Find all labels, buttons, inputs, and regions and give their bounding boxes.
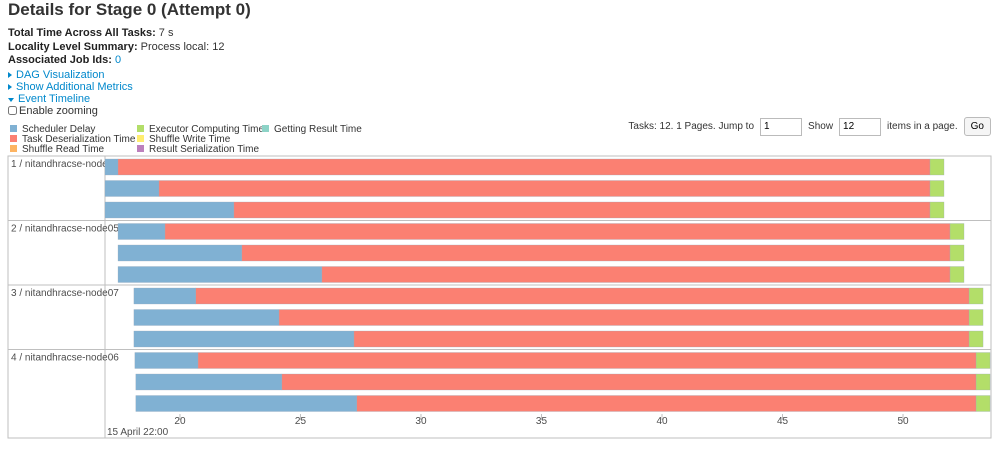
- task-segment: [164, 223, 951, 240]
- legend-label: Getting Result Time: [274, 124, 362, 135]
- metrics-link[interactable]: Show Additional Metrics: [8, 81, 133, 93]
- legend-label: Task Deserialization Time: [22, 134, 136, 145]
- show-label: Show: [808, 121, 834, 132]
- summary-value: 7 s: [158, 27, 174, 39]
- legend-swatch: [137, 125, 144, 132]
- task-segment: [135, 373, 283, 391]
- task-segment: [104, 158, 119, 176]
- legend-item: Shuffle Write Time: [137, 134, 230, 145]
- pagination: Tasks: 12. 1 Pages. Jump to Show items i…: [628, 117, 991, 136]
- group-label: 3 / nitandhracse-node07: [11, 288, 119, 299]
- pager-summary: Tasks: 12. 1 Pages. Jump to: [628, 121, 755, 132]
- task-segment: [241, 244, 951, 262]
- task-segment: [195, 287, 970, 305]
- dag-link[interactable]: DAG Visualization: [8, 69, 133, 81]
- x-tick-label: 20: [174, 416, 186, 427]
- x-tick-label: 40: [656, 416, 668, 427]
- task-segment: [975, 395, 991, 412]
- task-segment: [135, 395, 358, 412]
- timeline-link[interactable]: Event Timeline: [8, 93, 133, 105]
- task-segment: [929, 158, 945, 176]
- task-segment: [949, 244, 965, 262]
- legend-label: Result Serialization Time: [149, 144, 260, 155]
- summary-row: Locality Level Summary: Process local: 1…: [8, 41, 224, 55]
- summary-value: Process local: 12: [140, 40, 225, 53]
- task-segment: [158, 180, 931, 197]
- task-segment: [353, 330, 970, 348]
- task-segment: [104, 180, 160, 197]
- summary: Total Time Across All Tasks: 7 s Localit…: [8, 27, 224, 68]
- legend-item: Result Serialization Time: [137, 144, 259, 155]
- task-segment: [133, 309, 280, 326]
- task-segment: [117, 244, 243, 262]
- summary-label: Total Time Across All Tasks:: [8, 27, 156, 39]
- task-segment: [197, 352, 977, 369]
- timeline-frame: [7, 155, 992, 439]
- group-label: 1 / nitandhracse-node01: [11, 159, 119, 170]
- task-segment: [975, 373, 991, 391]
- legend-swatch: [10, 145, 17, 152]
- legend-item: Scheduler Delay: [10, 124, 95, 135]
- task-segment: [968, 330, 984, 348]
- legend-swatch: [137, 135, 144, 142]
- task-segment: [968, 309, 984, 326]
- page-input[interactable]: [760, 117, 803, 136]
- legend-swatch: [10, 125, 17, 132]
- x-tick-label: 45: [777, 416, 789, 427]
- legend-swatch: [137, 145, 144, 152]
- legend-item: Task Deserialization Time: [10, 134, 135, 145]
- x-tick-label: 50: [897, 416, 909, 427]
- task-segment: [134, 352, 199, 369]
- group-label: 4 / nitandhracse-node06: [11, 353, 119, 364]
- legend-item: Shuffle Read Time: [10, 144, 104, 155]
- task-segment: [117, 223, 166, 240]
- summary-row: Total Time Across All Tasks: 7 s: [8, 27, 224, 41]
- go-button[interactable]: Go: [963, 117, 991, 136]
- size-suffix: items in a page.: [887, 121, 958, 132]
- x-tick-label: 30: [415, 416, 427, 427]
- x-tick-label: 35: [536, 416, 548, 427]
- size-input[interactable]: [839, 117, 882, 136]
- task-segment: [117, 158, 931, 176]
- legend-label: Scheduler Delay: [22, 124, 96, 135]
- origin-label: 15 April 22:00: [107, 427, 169, 438]
- summary-label: Associated Job Ids:: [8, 54, 112, 66]
- task-segment: [949, 266, 965, 283]
- task-segment: [929, 201, 945, 219]
- task-segment: [133, 330, 355, 348]
- summary-row: Associated Job Ids: 0: [8, 54, 224, 68]
- zoom-checkbox[interactable]: [8, 106, 17, 115]
- legend-label: Shuffle Read Time: [22, 144, 105, 155]
- zoom-option: Enable zooming: [6, 105, 98, 117]
- summary-label: Locality Level Summary:: [8, 40, 138, 53]
- job-link[interactable]: 0: [114, 54, 122, 66]
- task-segment: [968, 287, 984, 305]
- task-segment: [356, 395, 977, 412]
- legend: Scheduler Delay Task Deserialization Time…: [10, 124, 410, 155]
- page-title: Details for Stage 0 (Attempt 0): [8, 0, 251, 19]
- task-segment: [949, 223, 965, 240]
- task-segment: [133, 287, 197, 305]
- task-segment: [278, 309, 970, 326]
- x-tick-label: 25: [295, 416, 307, 427]
- task-segment: [975, 352, 991, 369]
- legend-swatch: [10, 135, 17, 142]
- legend-label: Shuffle Write Time: [149, 134, 231, 145]
- legend-item: Executor Computing Time: [137, 124, 264, 135]
- group-label: 2 / nitandhracse-node05: [11, 224, 119, 235]
- task-segment: [233, 201, 931, 219]
- legend-label: Executor Computing Time: [149, 124, 265, 135]
- legend-item: Getting Result Time: [262, 124, 362, 135]
- task-segment: [281, 373, 977, 391]
- zoom-label: Enable zooming: [19, 105, 98, 117]
- links: DAG Visualization Show Additional Metric…: [8, 69, 133, 105]
- task-segment: [929, 180, 945, 197]
- task-segment: [321, 266, 951, 283]
- legend-swatch: [262, 125, 269, 132]
- task-segment: [117, 266, 323, 283]
- task-segment: [104, 201, 235, 219]
